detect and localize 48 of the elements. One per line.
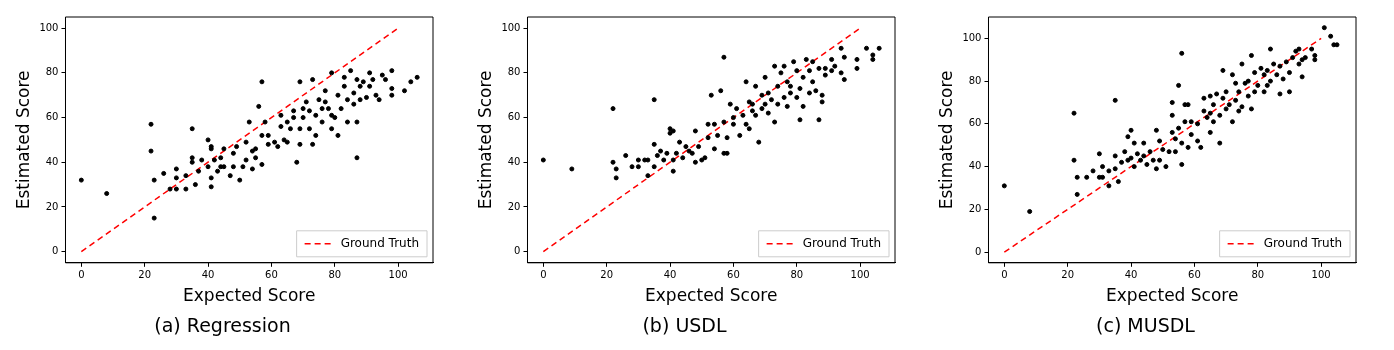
- text: (b) USDL: [641, 313, 727, 336]
- y-tick-label: 40: [507, 155, 520, 167]
- x-tick-label: 40: [1124, 269, 1138, 281]
- x-tick-label: 0: [539, 269, 547, 281]
- legend-label: Ground Truth: [802, 235, 881, 250]
- x-axis-title: Expected Score: [183, 285, 316, 306]
- text: (c) MUSDL: [1096, 313, 1196, 336]
- x-tick-label: 100: [388, 269, 408, 281]
- x-tick-label: 40: [663, 269, 676, 281]
- x-tick-label: 20: [138, 269, 152, 281]
- y-tick-label: 40: [968, 160, 982, 172]
- x-tick-label: 80: [789, 269, 803, 281]
- y-tick-label: 100: [39, 21, 59, 33]
- y-tick-label: 60: [507, 111, 520, 123]
- x-tick-label: 20: [1061, 269, 1075, 281]
- y-tick-label: 0: [975, 245, 982, 257]
- y-tick-label: 100: [500, 21, 520, 33]
- x-tick-label: 0: [1001, 269, 1008, 281]
- x-tick-label: 100: [850, 269, 870, 281]
- legend-label: Ground Truth: [1263, 235, 1343, 250]
- x-tick-label: 60: [265, 269, 278, 281]
- y-tick-label: 80: [968, 74, 982, 86]
- x-tick-label: 60: [1188, 269, 1201, 281]
- y-axis-title: Estimated Score: [12, 70, 33, 210]
- x-tick-label: 100: [1311, 269, 1331, 281]
- y-tick-label: 60: [45, 111, 59, 123]
- y-axis-title: Estimated Score: [474, 70, 495, 210]
- y-tick-label: 0: [513, 245, 520, 257]
- x-tick-label: 40: [201, 269, 215, 281]
- y-tick-label: 80: [45, 66, 59, 78]
- y-tick-label: 100: [962, 31, 982, 43]
- y-tick-label: 20: [507, 200, 520, 212]
- y-tick-label: 20: [968, 202, 982, 214]
- y-tick-label: 40: [45, 155, 59, 167]
- legend-label: Ground Truth: [340, 235, 420, 250]
- y-tick-label: 20: [45, 200, 59, 212]
- x-tick-label: 80: [1251, 269, 1265, 281]
- x-tick-label: 0: [78, 269, 85, 281]
- y-axis-title: Estimated Score: [935, 70, 956, 210]
- y-tick-label: 60: [968, 117, 982, 129]
- x-tick-label: 20: [599, 269, 613, 281]
- x-tick-label: 80: [328, 269, 342, 281]
- y-tick-label: 0: [52, 245, 59, 257]
- text: (a) Regression: [154, 313, 291, 336]
- y-tick-label: 80: [507, 66, 520, 78]
- x-axis-title: Expected Score: [1106, 285, 1239, 306]
- x-axis-title: Expected Score: [644, 285, 777, 306]
- x-tick-label: 60: [726, 269, 740, 281]
